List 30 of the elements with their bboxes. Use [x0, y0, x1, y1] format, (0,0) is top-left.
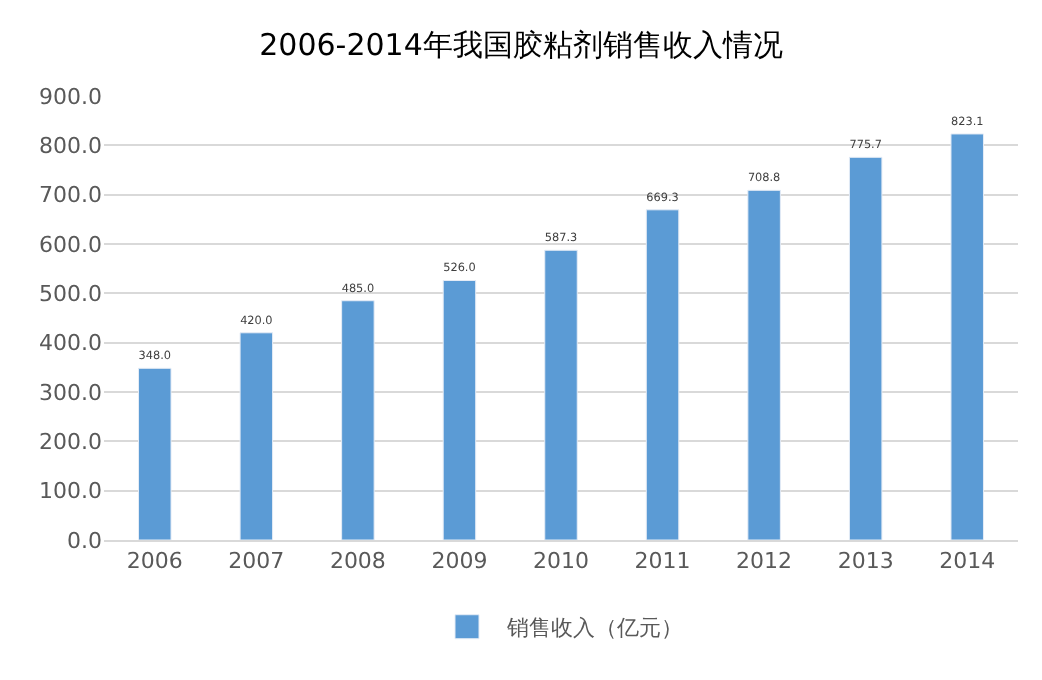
y-tick-label: 900.0 [39, 83, 102, 110]
x-tick-label: 2013 [837, 548, 894, 575]
y-tick-label: 0.0 [67, 527, 102, 554]
y-tick-label: 400.0 [39, 330, 102, 357]
bar [138, 367, 172, 540]
y-tick-label: 600.0 [39, 231, 102, 258]
y-tick-label: 700.0 [39, 182, 102, 209]
bar [645, 209, 680, 540]
chart-title: 2006-2014年我国胶粘剂销售收入情况 [259, 27, 783, 63]
x-tick-label: 2012 [736, 548, 793, 575]
x-tick-label: 2008 [329, 548, 386, 575]
bar [239, 332, 274, 540]
bar [848, 156, 883, 540]
x-tick-label: 2010 [533, 548, 589, 575]
x-tick-label: 2014 [939, 548, 996, 575]
bar [442, 280, 477, 540]
x-tick-label: 2011 [634, 548, 691, 575]
bar [950, 133, 984, 540]
y-tick-label: 800.0 [39, 133, 102, 160]
legend-label: 销售收入（亿元） [505, 615, 683, 642]
y-tick-label: 300.0 [39, 379, 102, 406]
bar [341, 300, 375, 540]
y-tick-label: 200.0 [39, 429, 102, 456]
bar [747, 189, 781, 540]
y-tick-label: 500.0 [39, 281, 102, 308]
x-tick-label: 2009 [431, 548, 488, 575]
bar [544, 249, 578, 540]
x-tick-label: 2006 [126, 548, 183, 575]
x-tick-label: 2007 [228, 548, 285, 575]
y-tick-label: 100.0 [39, 478, 102, 505]
